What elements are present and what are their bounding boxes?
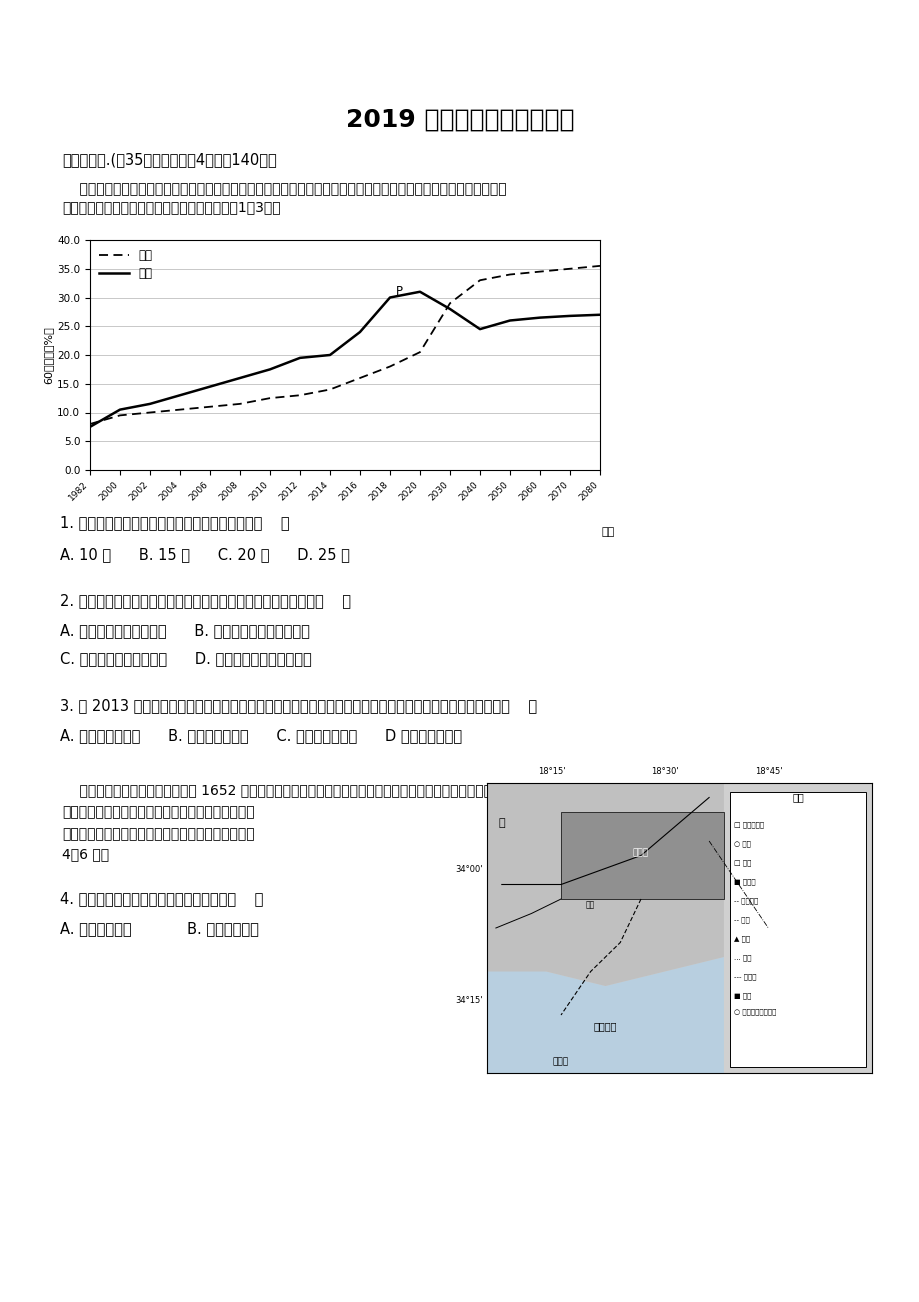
Text: 18°45': 18°45': [754, 767, 781, 776]
Text: 好望角: 好望角: [552, 1057, 569, 1066]
Text: 2. 近年来，造成中国人口老龄化『城乡倒置』现象的主要原因是（    ）: 2. 近年来，造成中国人口老龄化『城乡倒置』现象的主要原因是（ ）: [60, 592, 351, 608]
城市: [474, 272, 485, 288]
Text: 法尔斯湾: 法尔斯湾: [593, 1022, 617, 1031]
Text: 2019 级高一下文综半期试题: 2019 级高一下文综半期试题: [346, 108, 573, 132]
Polygon shape: [486, 957, 723, 1073]
Text: ■ 陆地: ■ 陆地: [733, 992, 751, 999]
Text: 3. 自 2013 年实施『单独两孩』政策以来，我国每年增加出生的人口数量远低于预期，其主要原因最可能是（    ）: 3. 自 2013 年实施『单独两孩』政策以来，我国每年增加出生的人口数量远低于…: [60, 698, 537, 713]
Text: A. 农业生产结构调整优化      B. 乡村劳动力人口移向城市: A. 农业生产结构调整优化 B. 乡村劳动力人口移向城市: [60, 622, 310, 638]
农村: [354, 324, 365, 340]
城市: [444, 296, 455, 311]
Polygon shape: [486, 783, 723, 986]
Text: 18°30': 18°30': [650, 767, 678, 776]
农村: [564, 309, 575, 324]
农村: [504, 312, 515, 328]
城市: [114, 408, 125, 423]
城市: [384, 358, 395, 374]
城市: [414, 344, 425, 359]
农村: [175, 388, 186, 404]
Text: A. 就业压力的加大      B. 户籍政策的调整      C. 生育观念的转变      D 环保意识的增强: A. 就业压力的加大 B. 户籍政策的调整 C. 生育观念的转变 D 环保意识的…: [60, 728, 461, 743]
城市: [564, 260, 575, 276]
Text: 桌山: 桌山: [585, 901, 595, 910]
农村: [324, 348, 335, 363]
农村: [534, 310, 545, 326]
城市: [504, 267, 515, 283]
城市: [354, 370, 365, 385]
城市: [264, 391, 275, 406]
农村: [444, 301, 455, 316]
Text: 图例: 图例: [791, 793, 803, 802]
Legend: 城市, 农村: 城市, 农村: [96, 246, 156, 284]
Text: ○ 开普敦自然保护区: ○ 开普敦自然保护区: [733, 1009, 776, 1016]
Text: C. 城市三大产业结构变化      D. 城市人口出生率高于乡村: C. 城市三大产业结构变化 D. 城市人口出生率高于乡村: [60, 651, 312, 667]
Bar: [561, 812, 723, 898]
城市: [324, 381, 335, 397]
Text: 34°00': 34°00': [455, 866, 482, 875]
Text: 1. 中国人口老龄化『城乡倒置』现象还会持续约（    ）: 1. 中国人口老龄化『城乡倒置』现象还会持续约（ ）: [60, 516, 289, 530]
Text: 下图示意中国城乡人口老龄化趋势。据此，回呗1～3题。: 下图示意中国城乡人口老龄化趋势。据此，回呗1～3题。: [62, 201, 280, 214]
Text: 研究表明，在人口老龄化过程中，许多国家普遍表现出农村人口老龄化程度高于城市的特点，即『城乡倒置』现象。: 研究表明，在人口老龄化过程中，许多国家普遍表现出农村人口老龄化程度高于城市的特点…: [62, 182, 506, 197]
城市: [175, 402, 186, 418]
农村: [114, 402, 125, 418]
Text: -- 铁路: -- 铁路: [733, 917, 749, 923]
Text: 家。下图示意开普敦城区及其交通分布。据此，回答: 家。下图示意开普敦城区及其交通分布。据此，回答: [62, 827, 255, 841]
城市: [294, 388, 305, 404]
农村: [264, 362, 275, 378]
Text: P: P: [395, 285, 403, 298]
城市: [534, 264, 545, 280]
Text: ■ 火车站: ■ 火车站: [733, 878, 755, 884]
农村: [234, 370, 245, 385]
Text: 18°15': 18°15': [538, 767, 565, 776]
城市: [204, 398, 215, 414]
Text: 一、选择题.(共35小题，每小還4分，八140分）: 一、选择题.(共35小题，每小還4分，八140分）: [62, 152, 277, 167]
Line: 城市: 城市: [90, 266, 599, 424]
Text: 大: 大: [498, 819, 505, 828]
Y-axis label: 60岁以上（%）: 60岁以上（%）: [43, 326, 53, 384]
Text: ... 港口: ... 港口: [733, 954, 751, 961]
Text: A. 10 年      B. 15 年      C. 20 年      D. 25 年: A. 10 年 B. 15 年 C. 20 年 D. 25 年: [60, 547, 349, 562]
农村: [204, 379, 215, 395]
Text: □ 开普敦城区: □ 开普敦城区: [733, 822, 764, 828]
农村: [294, 350, 305, 366]
Text: 4. 开普敦早期城市兴起的有利位置条件是（    ）: 4. 开普敦早期城市兴起的有利位置条件是（ ）: [60, 891, 263, 906]
Text: 开普敦是南非的主要港口，建于 1652 年。曾经是欧洲殖民者向亚洲扩张时期重要的供应站，并迅速发展成为第二: 开普敦是南非的主要港口，建于 1652 年。曾经是欧洲殖民者向亚洲扩张时期重要的…: [62, 783, 516, 797]
Text: □ 城镇: □ 城镇: [733, 859, 751, 866]
Text: 开普敦: 开普敦: [632, 849, 649, 858]
Text: -- 高速公路: -- 高速公路: [733, 897, 757, 904]
Text: A. 地理位置优越            B. 气候温和湿润: A. 地理位置优越 B. 气候温和湿润: [60, 921, 258, 936]
农村: [474, 322, 485, 337]
农村: [414, 284, 425, 299]
Text: 4～6 题。: 4～6 题。: [62, 848, 109, 861]
Bar: [729, 792, 865, 1068]
Text: 34°15': 34°15': [455, 996, 482, 1005]
Text: 大城市。现有多条铁路、公路通往内陆地区及其他国: 大城市。现有多条铁路、公路通往内陆地区及其他国: [62, 805, 255, 819]
城市: [234, 396, 245, 411]
城市: [594, 258, 605, 273]
Text: --- 近海线: --- 近海线: [733, 973, 756, 980]
农村: [384, 289, 395, 305]
农村: [594, 307, 605, 323]
Text: ○ 城市: ○ 城市: [733, 840, 750, 846]
Text: ▲ 山峰: ▲ 山峰: [733, 935, 750, 941]
Line: 农村: 农村: [90, 292, 599, 427]
城市: [144, 405, 155, 421]
农村: [144, 396, 155, 411]
Text: 年份: 年份: [601, 527, 614, 538]
城市: [85, 417, 96, 432]
农村: [85, 419, 96, 435]
